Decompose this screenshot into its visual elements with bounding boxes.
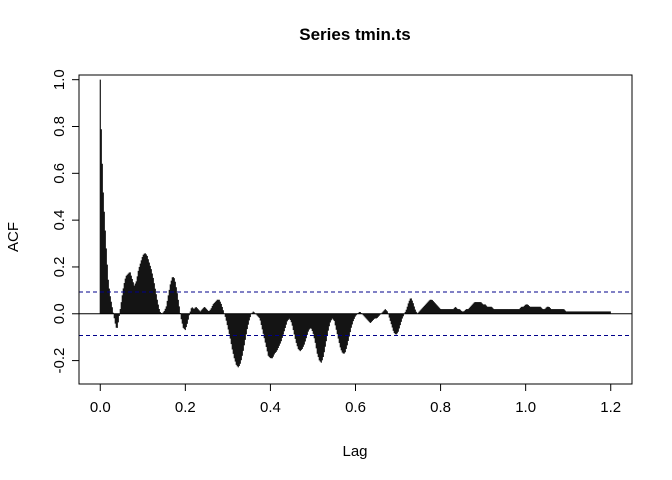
x-tick-label: 0.6 bbox=[345, 399, 366, 416]
y-axis: -0.2 0.0 0.2 0.4 0.6 0.8 1.0 bbox=[51, 69, 80, 374]
y-axis-label: ACF bbox=[5, 222, 22, 252]
x-tick-label: 0.4 bbox=[260, 399, 281, 416]
y-tick-label: 0.0 bbox=[51, 303, 68, 324]
y-tick-label: 0.6 bbox=[51, 163, 68, 184]
x-tick-label: 1.2 bbox=[600, 399, 621, 416]
x-axis-label: Lag bbox=[342, 443, 367, 460]
x-tick-label: 0.8 bbox=[430, 399, 451, 416]
x-tick-label: 1.0 bbox=[515, 399, 536, 416]
x-tick-label: 0.2 bbox=[175, 399, 196, 416]
y-tick-label: -0.2 bbox=[51, 348, 68, 374]
acf-bars bbox=[99, 79, 611, 368]
x-tick-label: 0.0 bbox=[90, 399, 111, 416]
plot-frame bbox=[78, 74, 633, 385]
y-tick-label: 0.2 bbox=[51, 257, 68, 278]
chart-title: Series tmin.ts bbox=[299, 25, 411, 44]
y-tick-label: 1.0 bbox=[51, 69, 68, 90]
y-tick-label: 0.8 bbox=[51, 116, 68, 137]
x-axis: 0.0 0.2 0.4 0.6 0.8 1.0 1.2 bbox=[90, 383, 621, 416]
y-tick-label: 0.4 bbox=[51, 210, 68, 231]
